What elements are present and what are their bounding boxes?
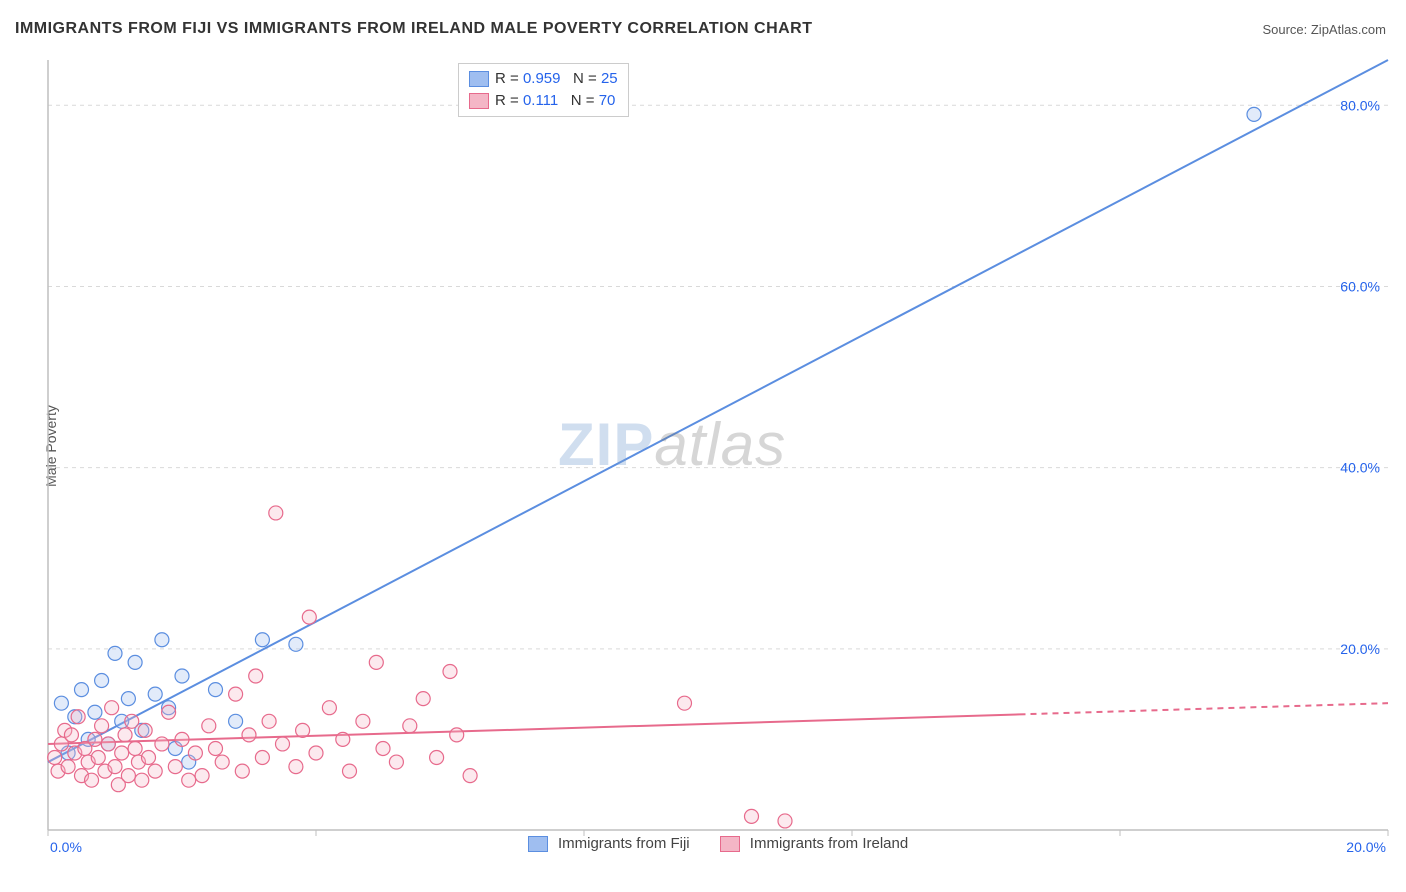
svg-text:20.0%: 20.0%	[1340, 641, 1380, 657]
correlation-legend-box: R = 0.959 N = 25R = 0.111 N = 70	[458, 63, 629, 117]
legend-r-label: R =	[495, 92, 519, 109]
legend-n-value: 70	[599, 92, 616, 109]
series-legend-label: Immigrants from Fiji	[554, 835, 690, 852]
svg-text:40.0%: 40.0%	[1340, 460, 1380, 476]
source-attribution: Source: ZipAtlas.com	[1262, 22, 1386, 37]
source-value: ZipAtlas.com	[1311, 22, 1386, 37]
chart-title: IMMIGRANTS FROM FIJI VS IMMIGRANTS FROM …	[15, 20, 813, 38]
svg-text:60.0%: 60.0%	[1340, 278, 1380, 294]
series-legend: Immigrants from Fiji Immigrants from Ire…	[0, 835, 1406, 852]
legend-swatch	[469, 93, 489, 109]
legend-row: R = 0.111 N = 70	[469, 90, 618, 112]
legend-r-value: 0.111	[523, 92, 558, 109]
legend-swatch	[720, 836, 740, 852]
chart-svg: 20.0%40.0%60.0%80.0%0.0%20.0%	[48, 60, 1388, 830]
legend-swatch	[528, 836, 548, 852]
series-legend-label: Immigrants from Ireland	[746, 835, 909, 852]
chart-plot-area: 20.0%40.0%60.0%80.0%0.0%20.0% ZIPatlas R…	[48, 60, 1388, 830]
source-label: Source:	[1262, 22, 1310, 37]
legend-n-label: N =	[573, 70, 597, 87]
legend-n-value: 25	[601, 70, 618, 87]
legend-row: R = 0.959 N = 25	[469, 68, 618, 90]
legend-r-value: 0.959	[523, 70, 561, 87]
legend-n-label: N =	[571, 92, 595, 109]
legend-swatch	[469, 71, 489, 87]
svg-text:80.0%: 80.0%	[1340, 97, 1380, 113]
legend-r-label: R =	[495, 70, 519, 87]
